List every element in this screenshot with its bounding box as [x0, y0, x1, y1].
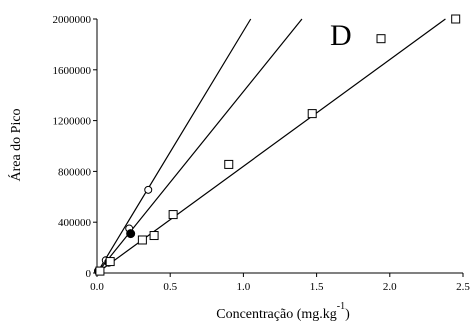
- y-ticks: 0 400000 800000 1200000 1600000 2000000: [53, 14, 97, 280]
- data-point-square: [224, 159, 234, 169]
- y-tick-label: 0: [86, 268, 92, 280]
- fit-lines: [96, 18, 446, 274]
- y-tick-label: 1600000: [53, 65, 92, 77]
- data-point-square: [451, 14, 461, 24]
- data-point-square: [95, 266, 105, 276]
- data-point-open-circle: [144, 185, 153, 194]
- y-tick-label: 800000: [58, 166, 92, 178]
- data-point-square: [168, 210, 178, 220]
- markers: [93, 14, 461, 276]
- y-tick-label: 400000: [58, 217, 92, 229]
- x-tick-label: 2.5: [456, 281, 470, 293]
- x-tick-label: 1.0: [237, 281, 251, 293]
- data-point-square: [105, 257, 115, 267]
- data-point-square: [376, 34, 386, 44]
- x-tick-label: 0.5: [163, 281, 177, 293]
- x-ticks: 0.0 0.5 1.0 1.5 2.0 2.5: [90, 273, 470, 293]
- x-tick-label: 1.5: [310, 281, 324, 293]
- y-tick-label: 1200000: [53, 116, 92, 128]
- x-tick-label: 0.0: [90, 281, 104, 293]
- y-axis-title: Área do Pico: [7, 108, 24, 181]
- x-axis-title-suffix: ): [345, 307, 350, 322]
- data-point-square: [137, 235, 147, 245]
- data-point-filled-circle: [126, 229, 136, 239]
- plot-area: 0.0 0.5 1.0 1.5 2.0 2.5 0 400000 800000 1200000 1…: [53, 14, 471, 293]
- data-point-square: [307, 109, 317, 119]
- fit-line-series-3: [96, 18, 446, 274]
- x-axis-title-superscript: -1: [337, 301, 345, 312]
- fit-line-series-1: [96, 18, 252, 274]
- y-tick-label: 2000000: [53, 14, 92, 26]
- data-point-square: [149, 231, 159, 241]
- x-tick-label: 2.0: [383, 281, 397, 293]
- panel-label: D: [330, 19, 352, 52]
- x-axis-title-main: Concentração (mg.kg: [216, 307, 337, 322]
- x-axis-title: Concentração (mg.kg-1): [216, 301, 350, 322]
